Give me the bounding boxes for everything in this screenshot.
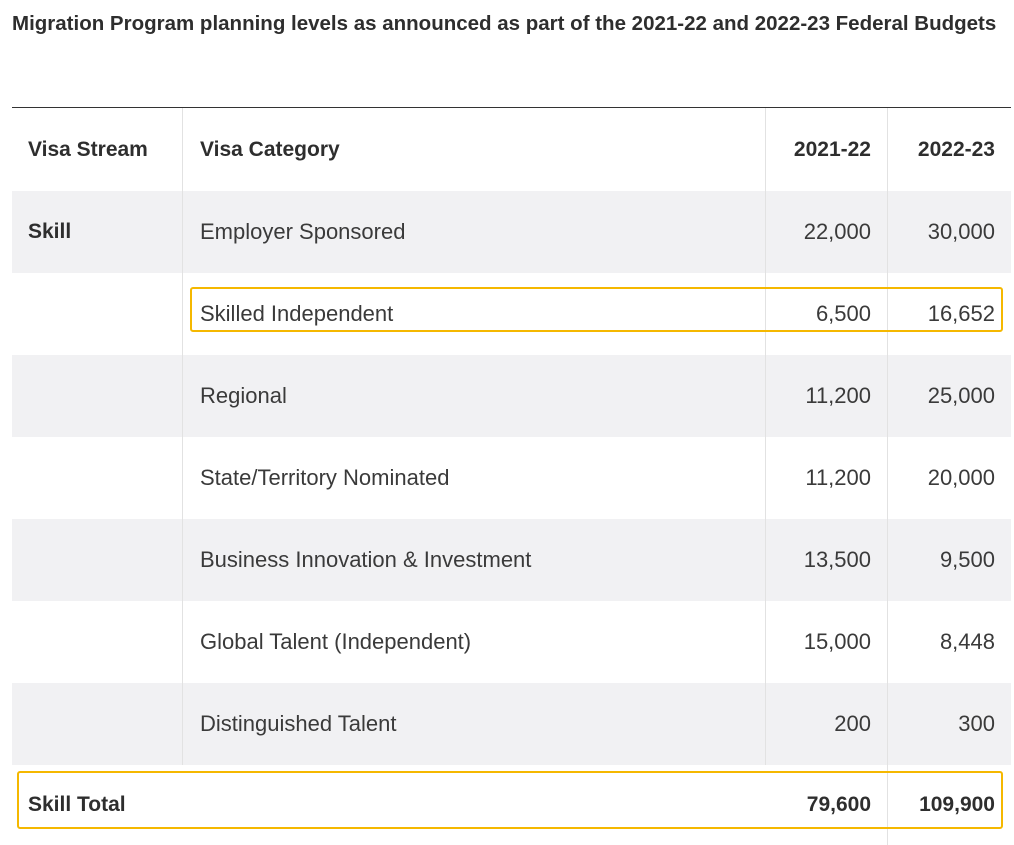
table-row: Distinguished Talent 200 300: [12, 683, 1011, 765]
visa-stream-cell: [12, 519, 183, 601]
visa-category-cell: Skilled Independent: [183, 273, 766, 355]
header-visa-stream: Visa Stream: [12, 108, 183, 191]
table-row: Global Talent (Independent) 15,000 8,448: [12, 601, 1011, 683]
table-row: Skilled Independent 6,500 16,652: [12, 273, 1011, 355]
value-2021-22-cell: 11,200: [766, 437, 888, 519]
visa-category-cell: Distinguished Talent: [183, 683, 766, 765]
visa-category-cell: Global Talent (Independent): [183, 601, 766, 683]
value-2021-22-cell: 15,000: [766, 601, 888, 683]
value-2021-22-cell: 11,200: [766, 355, 888, 437]
value-2021-22-cell: 6,500: [766, 273, 888, 355]
value-2021-22-cell: 13,500: [766, 519, 888, 601]
header-2021-22: 2021-22: [766, 108, 888, 191]
value-2022-23-cell: 9,500: [939, 547, 995, 572]
visa-category-cell: Business Innovation & Investment: [183, 519, 766, 601]
visa-category-cell: Regional: [183, 355, 766, 437]
visa-stream-cell: [12, 683, 183, 765]
value-2022-23-cell: 25,000: [927, 383, 995, 408]
migration-table: Visa Stream Visa Category 2021-22 2022-2…: [12, 107, 1011, 845]
table-row: Regional 11,200 25,000: [12, 355, 1011, 437]
table-row: State/Territory Nominated 11,200 20,000: [12, 437, 1011, 519]
value-2022-23-cell: 300: [958, 711, 995, 736]
value-2021-22-cell: 200: [766, 683, 888, 765]
total-label: Skill Total: [28, 793, 126, 816]
table-header-row: Visa Stream Visa Category 2021-22 2022-2…: [12, 108, 1011, 191]
value-2022-23-cell: 30,000: [927, 219, 995, 244]
value-2022-23-cell: 16,652: [927, 301, 995, 326]
visa-category-cell: State/Territory Nominated: [183, 437, 766, 519]
visa-stream-cell: [12, 273, 183, 355]
total-2021-22: 79,600: [766, 765, 888, 845]
visa-stream-cell: [12, 437, 183, 519]
visa-stream-cell: [12, 355, 183, 437]
total-2022-23: 109,900: [919, 793, 995, 816]
value-2022-23-cell: 20,000: [927, 465, 995, 490]
header-2022-23: 2022-23: [917, 137, 995, 161]
value-2022-23-cell: 8,448: [939, 629, 995, 654]
visa-category-cell: Employer Sponsored: [183, 191, 766, 273]
page-title: Migration Program planning levels as ann…: [12, 12, 997, 35]
table-row: Business Innovation & Investment 13,500 9,…: [12, 519, 1011, 601]
table-row: Skill Employer Sponsored 22,000 30,000: [12, 191, 1011, 273]
table-total-row: Skill Total 79,600 109,900: [12, 765, 1011, 845]
visa-stream-cell: Skill: [12, 191, 183, 273]
value-2021-22-cell: 22,000: [766, 191, 888, 273]
header-visa-category: Visa Category: [183, 108, 766, 191]
visa-stream-cell: [12, 601, 183, 683]
